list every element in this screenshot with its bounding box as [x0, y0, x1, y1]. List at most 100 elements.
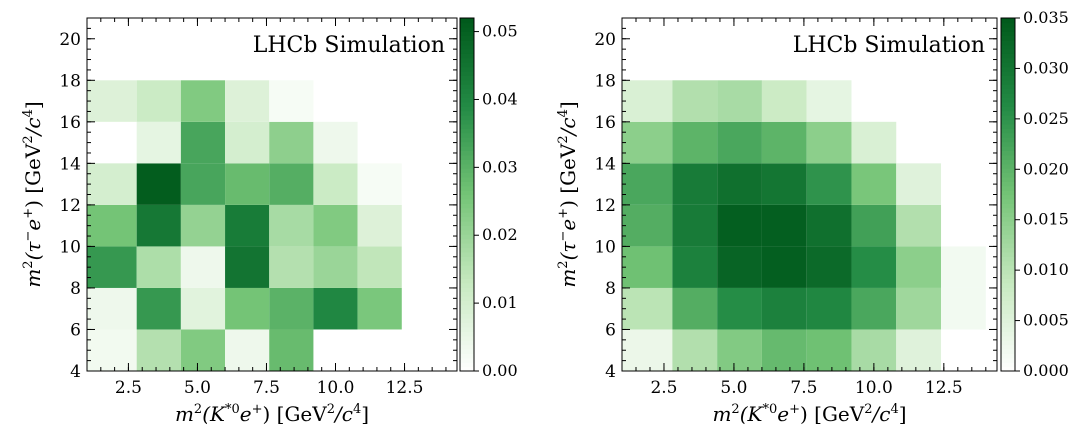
- heatmap-cell: [851, 163, 897, 205]
- heatmap-cell: [896, 204, 942, 247]
- heatmap-cell: [717, 329, 762, 371]
- colorbar-segment: [460, 309, 474, 315]
- axis-title-part: e: [240, 402, 252, 426]
- axis-title-part: 2: [556, 260, 571, 268]
- colorbar-segment: [1001, 66, 1015, 72]
- heatmap-cells: [622, 80, 986, 371]
- y-tick-label: 12: [594, 196, 616, 216]
- colorbar-segment: [460, 123, 474, 129]
- colorbar-tick-label: 0.04: [482, 89, 518, 108]
- colorbar-segment: [1001, 163, 1015, 169]
- x-tick-label: 5.0: [720, 378, 747, 398]
- colorbar-segment: [1001, 44, 1015, 50]
- colorbar-segment: [1001, 238, 1015, 244]
- lhcb-simulation-label: LHCb Simulation: [793, 33, 985, 58]
- colorbar-segment: [460, 260, 474, 266]
- colorbar-segment: [460, 220, 474, 226]
- heatmap-cell: [622, 246, 673, 288]
- heatmap-cell: [806, 287, 852, 330]
- heatmap-cell: [672, 80, 718, 122]
- axis-title-part: *0: [225, 402, 240, 417]
- heatmap-cell: [136, 204, 181, 247]
- axis-title-part: /c: [556, 117, 580, 137]
- heatmap-cell: [672, 287, 718, 330]
- colorbar-segment: [460, 150, 474, 156]
- colorbar-segment: [460, 238, 474, 244]
- axis-title-part: e: [777, 402, 789, 426]
- y-tick-label: 20: [594, 30, 616, 50]
- y-tick-label: 10: [594, 237, 616, 257]
- heatmap-cell: [806, 204, 852, 247]
- colorbar-segment: [1001, 181, 1015, 187]
- heatmap-cell: [180, 121, 226, 164]
- heatmap-cell: [761, 121, 807, 164]
- heatmap-cell: [622, 204, 673, 247]
- heatmap-cell: [225, 121, 270, 164]
- colorbar-segment: [460, 357, 474, 363]
- colorbar-segment: [1001, 207, 1015, 213]
- colorbar-segment: [460, 128, 474, 134]
- heatmap-cell: [851, 121, 897, 164]
- heatmap-cell: [136, 121, 181, 164]
- colorbar-segment: [1001, 119, 1015, 125]
- colorbar-segment: [460, 93, 474, 99]
- colorbar-segment: [1001, 220, 1015, 226]
- axis-title-part: *0: [762, 402, 777, 417]
- colorbar-frame: [459, 17, 475, 372]
- heatmap-cell: [941, 287, 986, 330]
- colorbar-segment: [460, 295, 474, 301]
- x-tick-label: 7.5: [790, 378, 817, 398]
- heatmap-cell: [761, 329, 807, 371]
- heatmap-cell: [136, 287, 181, 330]
- colorbar-segment: [460, 110, 474, 116]
- colorbar-segment: [1001, 318, 1015, 324]
- colorbar-segment: [460, 79, 474, 85]
- heatmap-cell: [313, 246, 358, 288]
- colorbar: 0.00 0.01 0.02 0.03 0.04 0.05: [459, 17, 518, 380]
- colorbar-segment: [460, 190, 474, 196]
- colorbar-segment: [1001, 35, 1015, 41]
- colorbar-segment: [1001, 154, 1015, 160]
- colorbar-tick-label: 0.03: [482, 157, 518, 176]
- heatmap-cell: [269, 121, 314, 164]
- lhcb-simulation-label: LHCb Simulation: [253, 33, 445, 58]
- axis-title-part: (τ: [556, 241, 580, 261]
- axis-title-part: m: [21, 269, 45, 288]
- heatmap-cell: [896, 287, 942, 330]
- colorbar-segment: [460, 75, 474, 81]
- heatmap-cell: [225, 329, 270, 371]
- axis-title-part: +: [789, 402, 800, 417]
- colorbar-segment: [460, 66, 474, 72]
- colorbar-segment: [1001, 48, 1015, 54]
- heatmap-cell: [87, 204, 137, 247]
- colorbar-segment: [1001, 295, 1015, 301]
- colorbar-segment: [1001, 256, 1015, 262]
- colorbar-segment: [460, 225, 474, 231]
- y-tick-label: 6: [605, 320, 616, 340]
- colorbar-segment: [460, 273, 474, 279]
- colorbar-segment: [460, 18, 474, 24]
- axis-title-part: e: [21, 219, 45, 231]
- colorbar-segment: [460, 145, 474, 151]
- heatmap-cell: [622, 80, 673, 122]
- heatmap-cell: [180, 204, 226, 247]
- axis-title-part: +: [556, 208, 571, 219]
- colorbar-tick-label: 0.010: [1023, 260, 1069, 279]
- colorbar-segment: [1001, 362, 1015, 368]
- colorbar-segment: [460, 22, 474, 28]
- colorbar-segment: [1001, 79, 1015, 85]
- colorbar-segment: [1001, 75, 1015, 81]
- colorbar-segment: [1001, 273, 1015, 279]
- heatmap-cell: [672, 204, 718, 247]
- axis-title-part: 2: [327, 402, 335, 417]
- colorbar-segment: [460, 163, 474, 169]
- axis-title-part: e: [556, 219, 580, 231]
- colorbar-tick-label: 0.01: [482, 293, 518, 312]
- x-tick-label: 5.0: [184, 378, 211, 398]
- x-axis-title: m2(K*0e+) [GeV2/c4]: [712, 402, 906, 426]
- y-axis-title: m2(τ−e+) [GeV2/c4]: [21, 101, 45, 287]
- heatmap-cell: [717, 163, 762, 205]
- colorbar-segment: [1001, 309, 1015, 315]
- heatmap-cell: [896, 329, 942, 371]
- heatmap-cell: [896, 163, 942, 205]
